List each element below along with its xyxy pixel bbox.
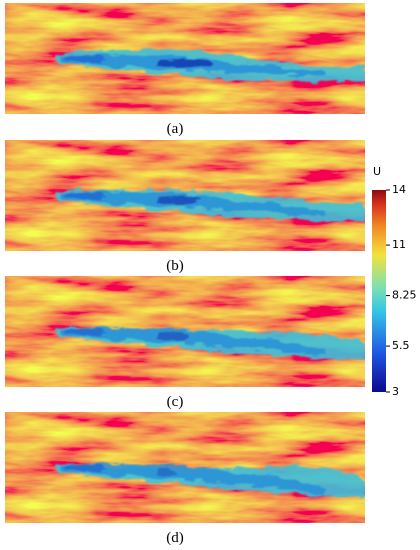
- panel-label: (a): [167, 121, 184, 137]
- panel-label: (c): [167, 394, 184, 410]
- wake: [57, 189, 365, 221]
- wake-core: [157, 467, 177, 477]
- colorbar-title: U: [373, 165, 381, 178]
- wake: [57, 463, 365, 499]
- flow-panel: [5, 276, 365, 387]
- wake-core: [63, 56, 107, 62]
- panel-label: (d): [166, 530, 184, 546]
- wake-core: [63, 193, 107, 199]
- wake: [57, 49, 365, 82]
- colorbar-tick-label: 3: [392, 385, 399, 398]
- colorbar-tick-label: 5.5: [392, 339, 410, 352]
- flow-panel: [5, 412, 365, 523]
- wake-mid: [61, 463, 325, 494]
- colorbar-tick-label: 14: [392, 183, 406, 196]
- colorbar-tick-label: 8.25: [392, 289, 417, 302]
- wake: [57, 327, 365, 360]
- panel-label: (b): [166, 258, 184, 274]
- wake-core: [157, 331, 189, 341]
- colorbar: [372, 190, 386, 392]
- wake-core: [157, 58, 213, 68]
- flow-panel: [5, 3, 365, 114]
- flow-panel: [5, 140, 365, 251]
- wake-core: [157, 195, 201, 205]
- wake-core: [63, 465, 107, 471]
- wake-core: [63, 329, 107, 335]
- wake-mid: [61, 327, 325, 355]
- colorbar-tick-label: 11: [392, 238, 406, 251]
